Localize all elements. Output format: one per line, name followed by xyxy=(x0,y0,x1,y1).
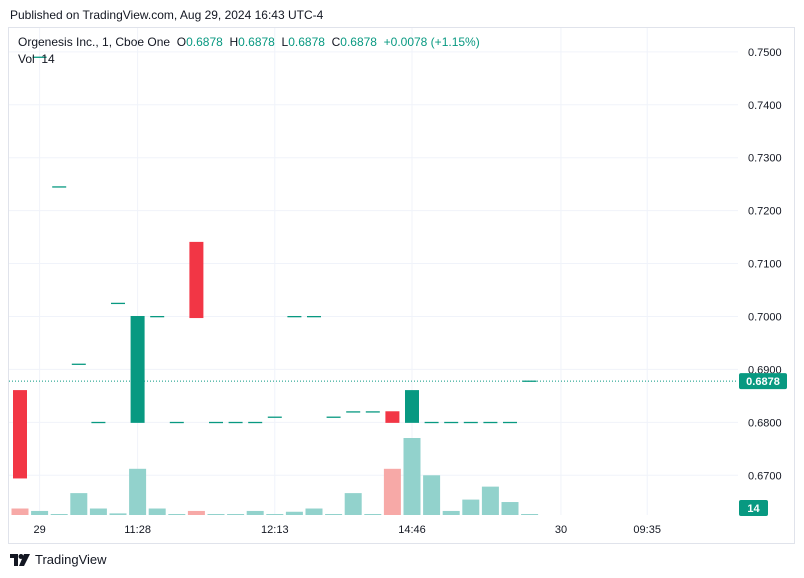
brand-label: TradingView xyxy=(35,552,107,567)
volume-bar xyxy=(403,438,421,515)
volume-bars xyxy=(11,438,539,515)
open-label: O xyxy=(176,35,187,49)
volume-bar xyxy=(148,508,166,515)
last-price-label: 0.6878 xyxy=(746,376,780,388)
volume-bar xyxy=(481,486,499,515)
candle-body xyxy=(483,421,498,424)
volume-bar xyxy=(227,514,245,515)
volume-bar xyxy=(11,508,29,515)
ohlc-legend: Orgenesis Inc., 1, Cboe One O0.6878 H0.6… xyxy=(18,35,480,49)
candle-body xyxy=(91,421,106,424)
volume-bar xyxy=(285,511,303,515)
candle-body xyxy=(130,315,145,423)
close-label: C xyxy=(331,35,341,49)
y-tick-label: 0.7400 xyxy=(748,100,782,112)
volume-bar xyxy=(521,514,539,515)
tradingview-logo-icon xyxy=(10,553,30,566)
last-volume-badge-box xyxy=(739,500,768,516)
candle-body xyxy=(209,421,223,424)
symbol-title: Orgenesis Inc., 1, Cboe One xyxy=(18,35,171,49)
candle-body xyxy=(169,421,184,424)
volume-bar xyxy=(246,510,264,515)
x-tick-label: 09:35 xyxy=(633,524,661,536)
volume-bar xyxy=(423,475,441,515)
y-tick-label: 0.7300 xyxy=(748,153,782,165)
candle-body xyxy=(326,416,341,418)
candle-body xyxy=(52,186,67,188)
volume-bar xyxy=(207,514,225,515)
candles xyxy=(13,56,537,479)
y-axis: 0.75000.74000.73000.72000.71000.70000.69… xyxy=(748,47,782,482)
candle-body xyxy=(287,315,302,318)
candle-body xyxy=(111,302,125,305)
last-price-badge-box xyxy=(739,373,787,390)
x-tick-label: 11:28 xyxy=(124,524,151,536)
volume-bar xyxy=(31,510,49,515)
volume-bar xyxy=(266,514,284,515)
volume-legend: Vol 14 xyxy=(18,52,55,66)
volume-bar xyxy=(383,468,401,515)
volume-bar xyxy=(442,510,460,515)
candle-body xyxy=(267,416,282,418)
candle-body xyxy=(503,421,517,424)
volume-bar xyxy=(109,513,127,515)
volume-bar xyxy=(70,493,88,515)
y-tick-label: 0.6800 xyxy=(748,417,782,429)
chart-frame xyxy=(8,27,795,544)
y-tick-label: 0.7000 xyxy=(748,311,782,323)
volume-bar xyxy=(344,493,362,515)
candle-body xyxy=(522,380,537,382)
open-value: 0.6878 xyxy=(186,35,223,49)
y-tick-label: 0.7100 xyxy=(748,259,782,271)
x-tick-label: 14:46 xyxy=(398,524,426,536)
change-value: +0.0078 (+1.15%) xyxy=(383,35,480,49)
published-caption: Published on TradingView.com, Aug 29, 20… xyxy=(10,8,324,22)
last-volume-badge: 14 xyxy=(739,500,768,516)
volume-bar xyxy=(325,514,343,515)
candle-body xyxy=(71,363,86,365)
candle-body xyxy=(248,421,263,424)
x-tick-label: 30 xyxy=(555,524,567,536)
candle-body xyxy=(228,421,243,424)
low-value: 0.6878 xyxy=(288,35,325,49)
x-axis: 29 11:28 12:13 14:46 30 09:35 xyxy=(33,524,660,536)
candle-body xyxy=(444,421,459,424)
y-tick-label: 0.7500 xyxy=(748,47,782,59)
candle-body xyxy=(385,411,400,423)
close-value: 0.6878 xyxy=(340,35,377,49)
vol-value: 14 xyxy=(41,52,55,66)
vol-label: Vol xyxy=(18,52,35,66)
candle-body xyxy=(32,56,47,58)
volume-bar xyxy=(168,514,186,515)
candle-body xyxy=(424,421,439,424)
grid-lines xyxy=(9,28,738,515)
volume-bar xyxy=(89,508,107,515)
candle-body xyxy=(150,315,165,318)
candle-body xyxy=(463,421,478,424)
tradingview-logo[interactable]: TradingView xyxy=(10,552,107,567)
last-price-badge: 0.6878 xyxy=(739,373,787,390)
candle-body xyxy=(365,411,380,413)
candle-body xyxy=(307,315,321,318)
candle-body xyxy=(405,390,419,423)
volume-bar xyxy=(462,499,480,515)
candle-body xyxy=(13,390,27,479)
candle-body xyxy=(346,411,361,413)
volume-bar xyxy=(50,514,68,515)
volume-bar xyxy=(305,508,323,515)
last-volume-label: 14 xyxy=(747,503,760,515)
volume-bar xyxy=(364,514,382,515)
x-tick-label: 12:13 xyxy=(261,524,289,536)
x-tick-label: 29 xyxy=(33,524,45,536)
y-tick-label: 0.7200 xyxy=(748,206,782,218)
low-label: L xyxy=(281,35,289,49)
high-value: 0.6878 xyxy=(238,35,275,49)
volume-bar xyxy=(187,510,205,515)
y-tick-label: 0.6700 xyxy=(748,470,782,482)
high-label: H xyxy=(229,35,239,49)
volume-bar xyxy=(501,502,519,515)
volume-bar xyxy=(129,468,147,515)
candle-body xyxy=(189,241,204,319)
